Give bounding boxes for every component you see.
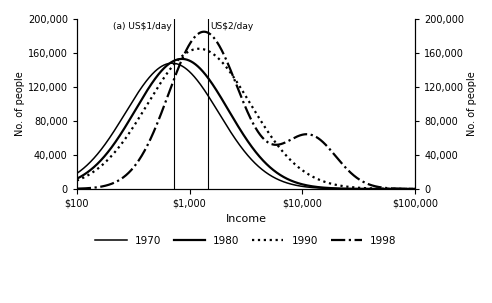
1980 (406, 187, 412, 191)
1990 (406, 187, 412, 191)
1998 (204, 30, 210, 34)
1990 (113, 150, 119, 153)
1998 (406, 187, 412, 191)
1970 (218, 115, 224, 119)
1998 (218, 48, 224, 52)
1980 (113, 140, 119, 144)
1990 (412, 187, 418, 191)
1998 (74, 187, 80, 191)
1990 (132, 122, 138, 125)
1998 (412, 187, 418, 191)
1980 (218, 96, 224, 100)
1990 (204, 48, 210, 52)
1970 (406, 187, 412, 191)
1970 (369, 187, 375, 191)
1990 (74, 179, 80, 182)
1980 (132, 108, 138, 112)
1970 (74, 171, 80, 175)
1970 (169, 61, 175, 65)
1980 (369, 187, 375, 191)
1998 (132, 163, 138, 167)
Line: 1990: 1990 (77, 49, 415, 189)
1998 (369, 184, 375, 187)
1990 (218, 59, 224, 63)
1980 (412, 187, 418, 191)
Line: 1980: 1980 (77, 59, 415, 189)
Text: (a) US$1/day: (a) US$1/day (114, 22, 172, 31)
Legend: 1970, 1980, 1990, 1998: 1970, 1980, 1990, 1998 (91, 231, 401, 250)
1970 (132, 95, 138, 98)
1998 (201, 30, 207, 34)
Y-axis label: No. of people: No. of people (467, 72, 477, 136)
1990 (196, 47, 202, 51)
1970 (412, 187, 418, 191)
Y-axis label: No. of people: No. of people (15, 72, 25, 136)
1980 (179, 57, 185, 61)
Text: US$2/day: US$2/day (210, 22, 253, 31)
1970 (204, 92, 210, 95)
1970 (113, 127, 119, 131)
X-axis label: Income: Income (225, 214, 267, 224)
Line: 1970: 1970 (77, 63, 415, 189)
1980 (74, 177, 80, 181)
1980 (204, 74, 210, 78)
1990 (369, 187, 375, 190)
Line: 1998: 1998 (77, 32, 415, 189)
1998 (113, 180, 119, 184)
